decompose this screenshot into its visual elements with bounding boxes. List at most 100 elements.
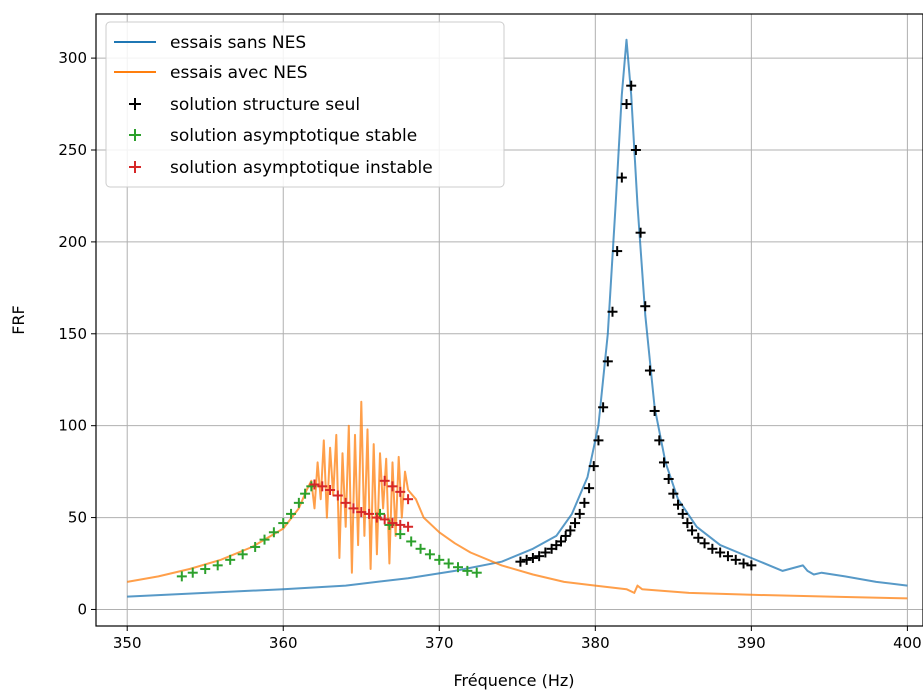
legend-swatch-4 <box>129 161 141 173</box>
scatter-point-4 <box>403 494 414 505</box>
scatter-point-2 <box>730 554 741 565</box>
scatter-point-2 <box>588 461 599 472</box>
scatter-point-2 <box>722 551 733 562</box>
scatter-point-2 <box>598 402 609 413</box>
scatter-point-3 <box>176 571 187 582</box>
series-line-1 <box>127 400 908 600</box>
scatter-point-2 <box>602 356 613 367</box>
scatter-point-4 <box>356 507 367 518</box>
scatter-point-4 <box>371 512 382 523</box>
x-tick-label: 380 <box>581 634 610 652</box>
y-axis-label: FRF <box>9 305 28 335</box>
series-layer <box>127 38 908 600</box>
scatter-point-3 <box>293 497 304 508</box>
scatter-point-2 <box>649 405 660 416</box>
scatter-point-2 <box>746 560 757 571</box>
scatter-point-2 <box>612 246 623 257</box>
x-axis-label: Fréquence (Hz) <box>453 671 574 690</box>
scatter-point-2 <box>584 483 595 494</box>
scatter-point-2 <box>663 473 674 484</box>
legend-swatch-2 <box>129 98 141 110</box>
scatter-point-2 <box>540 547 551 558</box>
scatter-point-3 <box>453 562 464 573</box>
scatter-point-3 <box>406 536 417 547</box>
legend-swatch-3 <box>129 129 141 141</box>
scatter-point-3 <box>434 554 445 565</box>
scatter-point-3 <box>237 549 248 560</box>
x-tick-label: 390 <box>737 634 766 652</box>
scatter-point-3 <box>415 543 426 554</box>
scatter-point-2 <box>682 518 693 529</box>
scatter-point-2 <box>699 538 710 549</box>
scatter-point-3 <box>225 554 236 565</box>
scatter-point-3 <box>278 518 289 529</box>
y-tick-label: 150 <box>58 325 87 343</box>
legend-label-1: essais avec NES <box>170 63 308 83</box>
y-tick-label: 0 <box>77 600 87 618</box>
scatter-point-4 <box>309 479 320 490</box>
scatter-point-2 <box>626 80 637 91</box>
legend-label-4: solution asymptotique instable <box>170 158 433 178</box>
scatter-point-2 <box>574 508 585 519</box>
axes: 350 360 370 380 390 400 0 50 100 150 200 250 300 <box>58 49 921 652</box>
scatter-point-4 <box>364 508 375 519</box>
scatter-point-2 <box>644 365 655 376</box>
scatter-point-2 <box>534 551 545 562</box>
scatter-point-2 <box>515 556 526 567</box>
x-tick-label: 360 <box>269 634 298 652</box>
y-tick-label: 300 <box>58 49 87 67</box>
scatter-point-2 <box>570 518 581 529</box>
scatter-point-2 <box>677 508 688 519</box>
scatter-point-2 <box>527 553 538 563</box>
y-tick-label: 50 <box>68 509 87 527</box>
scatter-point-3 <box>300 488 311 499</box>
scatter-point-2 <box>630 145 641 155</box>
scatter-point-2 <box>593 435 604 446</box>
scatter-point-4 <box>379 475 390 486</box>
legend: essais sans NES essais avec NES solution… <box>105 21 505 188</box>
scatter-point-2 <box>607 306 618 317</box>
scatter-point-2 <box>565 525 576 536</box>
scatter-point-2 <box>555 536 566 547</box>
scatter-point-4 <box>395 519 406 530</box>
legend-label-0: essais sans NES <box>170 33 306 53</box>
scatter-point-4 <box>379 514 390 525</box>
scatter-point-2 <box>673 499 684 510</box>
scatter-point-4 <box>387 481 398 492</box>
scatter-point-2 <box>668 488 679 499</box>
scatter-point-3 <box>424 549 435 560</box>
scatter-point-4 <box>403 521 414 532</box>
x-tick-label: 370 <box>425 634 454 652</box>
x-tick-label: 400 <box>893 634 922 652</box>
scatter-point-3 <box>462 565 473 576</box>
scatter-point-2 <box>579 497 590 508</box>
plot-frame <box>95 13 923 627</box>
scatter-point-2 <box>521 554 532 565</box>
scatter-point-2 <box>693 532 704 543</box>
scatter-point-3 <box>200 564 211 575</box>
scatter-point-3 <box>395 529 406 540</box>
scatter-point-3 <box>443 558 454 569</box>
scatter-point-3 <box>187 567 198 578</box>
scatter-point-2 <box>616 172 627 183</box>
scatter-point-3 <box>250 541 261 552</box>
y-tick-label: 250 <box>58 141 87 159</box>
x-tick-label: 350 <box>113 634 142 652</box>
scatter-point-3 <box>259 534 270 545</box>
scatter-point-4 <box>317 481 328 492</box>
scatter-point-4 <box>325 485 336 495</box>
legend-label-3: solution asymptotique stable <box>170 126 417 146</box>
scatter-point-4 <box>332 490 343 501</box>
legend-box <box>105 21 505 188</box>
scatter-point-2 <box>560 530 571 541</box>
legend-label-2: solution structure seul <box>170 95 360 115</box>
series-line-0 <box>127 38 908 598</box>
scatter-point-3 <box>471 567 482 578</box>
scatter-point-3 <box>268 527 279 538</box>
scatter-point-3 <box>212 560 223 571</box>
scatter-point-2 <box>687 525 698 536</box>
scatter-point-2 <box>715 547 726 558</box>
scatter-point-2 <box>658 457 669 468</box>
scatter-point-4 <box>395 486 406 497</box>
